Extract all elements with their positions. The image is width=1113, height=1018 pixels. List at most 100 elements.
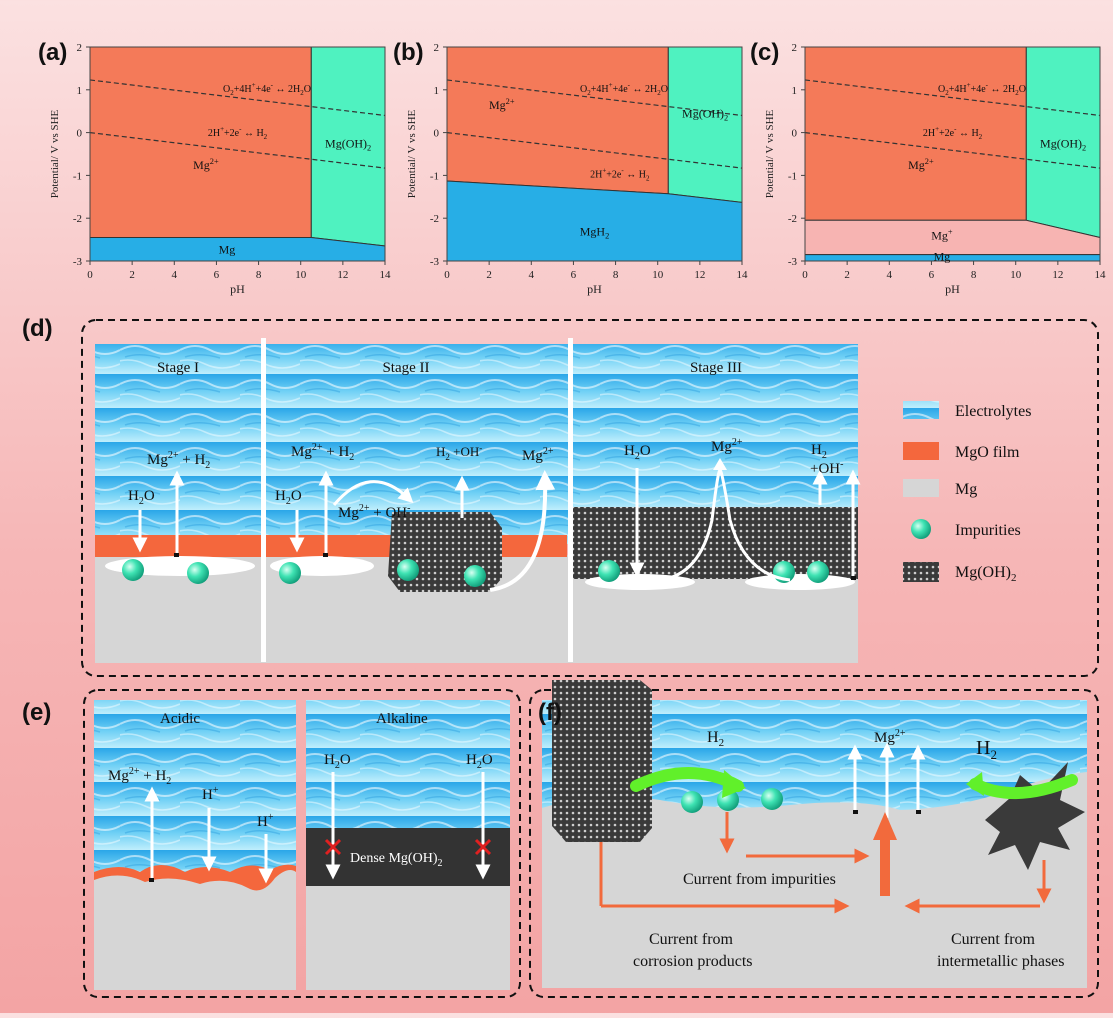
alkaline-electrolyte <box>306 700 510 828</box>
h2-evolution-arrow <box>969 774 1078 800</box>
legend-label-impurities: Impurities <box>955 522 1021 539</box>
legend-label-electrolytes: Electrolytes <box>955 403 1031 420</box>
y-tick-label: 1 <box>792 85 798 97</box>
label-f-mg2: Mg2+ <box>874 728 906 746</box>
equilibrium-line <box>804 132 1101 169</box>
label-acidic-mg-h2: Mg2+ + H2 <box>108 766 171 787</box>
region-label-mgh2: MgH2 <box>580 224 610 240</box>
blocked-x-icon <box>474 838 492 856</box>
stability-region <box>667 46 743 203</box>
x-tick-label: 12 <box>694 269 705 281</box>
label-mg-oh: Mg2+ + OH- <box>338 503 410 521</box>
y-tick-label: 0 <box>434 128 440 140</box>
y-tick-label: -1 <box>430 170 439 182</box>
arrow-base-dot <box>916 810 921 814</box>
arrow-mg-migration <box>332 480 414 506</box>
stability-region <box>804 46 1027 221</box>
y-tick-label: -3 <box>788 256 798 268</box>
legend-label-mgoh2: Mg(OH)2 <box>955 564 1017 584</box>
region-label-mg2: Mg2+ <box>193 157 219 172</box>
blocked-x-icon <box>324 838 342 856</box>
stability-region <box>89 237 386 262</box>
label-f-h2-right: H2 <box>976 737 997 762</box>
equation-o2: O2+4H++4e- ↔ 2H2O <box>580 81 668 97</box>
x-tick-label: 8 <box>256 269 262 281</box>
label-current-impurities: Current from impurities <box>683 871 836 888</box>
equation-o2: O2+4H++4e- ↔ 2H2O <box>938 81 1026 97</box>
y-tick-label: 2 <box>792 42 798 54</box>
panel-label-c: (c) <box>750 39 779 66</box>
region-label-mgplus: Mg+ <box>931 228 953 243</box>
panel-e-acidic: Acidic Mg2+ + H2 H+ H+ <box>94 700 296 990</box>
y-tick-label: 2 <box>77 42 83 54</box>
region-label-mg: Mg <box>934 250 951 264</box>
x-tick-label: 8 <box>613 269 619 281</box>
region-label-mg2: Mg2+ <box>489 97 515 112</box>
stage-divider-2 <box>568 338 573 662</box>
region-label-mg: Mg <box>219 242 236 256</box>
x-tick-label: 10 <box>1010 269 1022 281</box>
label-h2-oh-stage2: H2 +OH- <box>436 443 482 462</box>
x-tick-label: 14 <box>380 269 392 281</box>
y-axis-label: Potential/ V vs SHE <box>406 109 418 198</box>
x-tick-label: 6 <box>214 269 220 281</box>
acidic-electrolyte <box>94 700 296 875</box>
label-oh-stage3: +OH- <box>810 459 843 477</box>
x-tick-label: 4 <box>172 269 178 281</box>
x-tick-label: 2 <box>844 269 850 281</box>
panel-label-a: (a) <box>38 39 67 66</box>
label-h2o-alk-1: H2O <box>324 752 351 771</box>
x-tick-label: 14 <box>737 269 749 281</box>
panel-label-b: (b) <box>393 39 424 66</box>
y-axis-label: Potential/ V vs SHE <box>49 109 61 198</box>
h2-arrow-head <box>722 770 746 798</box>
label-h2o-stage1: H2O <box>128 488 155 507</box>
region-label-mgoh2: Mg(OH)2 <box>325 137 371 153</box>
region-label-mgoh2: Mg(OH)2 <box>1040 137 1086 153</box>
alkaline-title: Alkaline <box>376 711 428 727</box>
panel-d-frame <box>81 319 1099 677</box>
main-current-arrow <box>873 812 897 896</box>
label-h2o-stage2: H2O <box>275 488 302 507</box>
acidic-title: Acidic <box>160 711 200 727</box>
arrow-base-dot <box>851 576 856 580</box>
panel-label-d: (d) <box>22 315 53 342</box>
impurity-particle <box>464 565 486 587</box>
x-tick-label: 6 <box>929 269 935 281</box>
x-tick-label: 0 <box>802 269 808 281</box>
y-tick-label: -1 <box>788 170 797 182</box>
label-mg2-stage2: Mg2+ <box>522 446 554 464</box>
arrow-base-dot <box>149 878 154 882</box>
pit-stage3-b <box>745 574 855 590</box>
x-tick-label: 0 <box>444 269 450 281</box>
y-tick-label: 1 <box>434 85 440 97</box>
label-hplus-2: H+ <box>257 812 274 830</box>
label-mg-h2-stage2: Mg2+ + H2 <box>291 442 354 463</box>
x-tick-label: 12 <box>1052 269 1063 281</box>
x-tick-label: 4 <box>529 269 535 281</box>
panel-f-scene: H2 H2 Mg2+ Current from impurities Curre… <box>542 680 1087 988</box>
impurity-particle <box>187 562 209 584</box>
plot-frame <box>446 46 743 262</box>
legend-swatch-electrolytes <box>903 401 939 419</box>
x-tick-label: 14 <box>1095 269 1107 281</box>
impurity-particle <box>761 788 783 810</box>
arrow-base-dot <box>853 810 858 814</box>
arrow-mg-out-curved <box>489 470 556 592</box>
panel-e-frame <box>83 689 521 998</box>
equation-h2: 2H++2e- ↔ H2 <box>590 167 650 183</box>
x-axis-label: pH <box>230 282 245 296</box>
equation-o2: O2+4H++4e- ↔ 2H2O <box>223 81 311 97</box>
y-tick-label: -3 <box>73 256 83 268</box>
stability-region <box>89 46 312 238</box>
f-mg-substrate <box>542 772 1087 988</box>
region-label-mgoh2: Mg(OH)2 <box>682 107 728 123</box>
panel-e-alkaline: Alkaline H2O H2O Dense Mg(OH)2 <box>306 700 510 990</box>
dense-mgoh2-label: Dense Mg(OH)2 <box>350 851 442 869</box>
y-tick-label: -2 <box>430 213 439 225</box>
equilibrium-line <box>89 132 386 169</box>
alkaline-mg-substrate <box>306 886 510 990</box>
x-axis-label: pH <box>945 282 960 296</box>
